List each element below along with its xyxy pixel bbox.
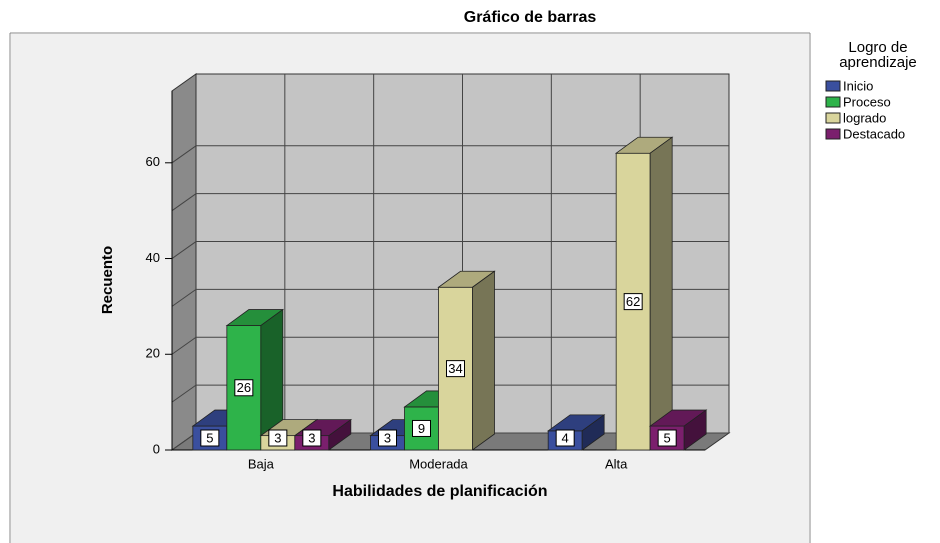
value-label-box: [555, 429, 575, 447]
bar-side: [649, 136, 673, 451]
legend-swatch: [825, 96, 841, 108]
value-label-box: [378, 429, 397, 447]
value-label-box: [200, 429, 220, 447]
value-label: 26: [237, 380, 251, 395]
value-label-box: [268, 429, 288, 447]
legend-label: logrado: [843, 110, 886, 125]
y-tick-label: 0: [153, 441, 160, 456]
grid-line: [171, 241, 197, 259]
grid-line-minor: [171, 193, 197, 212]
value-label: 34: [448, 361, 462, 376]
y-tick-label: 60: [146, 154, 160, 169]
value-label-box: [412, 419, 431, 437]
legend-label: Destacado: [843, 126, 905, 141]
bar-side: [472, 270, 495, 451]
legend-swatch: [825, 128, 841, 140]
value-label: 5: [664, 430, 671, 445]
value-label: 3: [308, 430, 315, 445]
grid-line-minor: [171, 288, 197, 307]
grid-line: [171, 336, 197, 355]
value-label: 3: [274, 430, 281, 445]
grid-line-minor: [171, 384, 197, 403]
value-label: 4: [562, 430, 569, 445]
legend-swatch: [825, 112, 841, 124]
value-label-box: [623, 293, 643, 311]
legend-swatch: [825, 80, 841, 92]
value-label: 9: [418, 421, 425, 436]
value-label-box: [302, 429, 322, 447]
value-label: 62: [626, 294, 640, 309]
x-tick-label: Moderada: [409, 456, 468, 471]
grid-line: [171, 145, 197, 164]
grid-line: [171, 432, 197, 451]
y-axis-label: Recuento: [99, 246, 116, 314]
x-tick-label: Alta: [605, 456, 628, 471]
bar-side: [328, 418, 352, 451]
legend-label: Proceso: [843, 94, 891, 109]
x-tick-label: Baja: [248, 456, 275, 471]
y-tick-label: 40: [146, 250, 160, 265]
value-label: 3: [384, 430, 391, 445]
value-label-box: [446, 360, 465, 378]
chart-title: Gráfico de barras: [464, 9, 597, 26]
value-label-box: [657, 429, 677, 447]
y-tick-label: 20: [146, 346, 160, 361]
bar-side: [581, 414, 605, 451]
legend-title: Logro de aprendizaje: [839, 39, 917, 71]
x-axis-label: Habilidades de planificación: [332, 483, 547, 500]
legend-label: Inicio: [843, 78, 873, 93]
value-label: 5: [206, 430, 213, 445]
bar-side: [683, 409, 707, 451]
value-label-box: [234, 379, 254, 397]
